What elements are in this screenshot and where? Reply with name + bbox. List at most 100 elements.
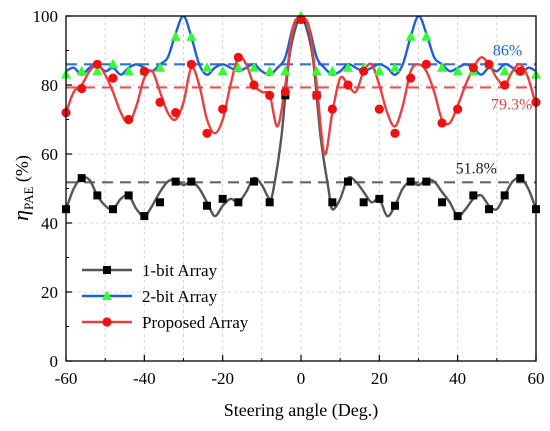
marker-square [359,198,368,207]
marker-circle [124,114,134,125]
marker-square [391,201,399,210]
y-tick-label: 80 [41,76,58,95]
marker-circle [343,80,353,90]
x-tick-label: -40 [133,369,156,388]
marker-square [234,198,243,207]
marker-square [250,177,258,186]
marker-circle [186,59,196,69]
marker-square [156,198,164,207]
marker-triangle [437,62,447,72]
marker-circle [265,90,275,100]
marker-triangle [92,65,103,76]
marker-circle [406,73,416,83]
marker-triangle [452,65,463,76]
x-tick-label: 60 [528,369,545,388]
marker-circle [280,87,290,97]
annotation-label: 51.8% [456,160,497,177]
marker-square [124,191,133,200]
marker-circle [500,80,510,90]
marker-square [103,266,111,274]
marker-circle [421,59,431,69]
x-tick-label: 20 [371,369,388,388]
y-axis-subscript: PAE [21,187,36,210]
marker-circle [437,118,447,128]
marker-circle [374,104,384,114]
marker-square [171,177,180,186]
legend: 1-bit Array 2-bit Array Proposed Array [82,261,249,332]
marker-square [344,177,352,186]
marker-triangle [123,65,134,76]
y-tick-label: 100 [33,7,59,26]
marker-circle [171,108,181,118]
annotations: 86% 79.3% 51.8% [456,42,533,177]
marker-square [187,177,196,186]
legend-label: 2-bit Array [142,287,218,306]
x-tick-label: -20 [211,369,234,388]
marker-triangle [311,65,322,76]
marker-square [469,191,478,200]
marker-circle [92,59,102,69]
marker-triangle [499,65,510,76]
marker-square [485,205,493,214]
y-axis-unit: (%) [12,155,33,186]
axis-ticks: -60 -40 -20 0 20 40 60 0 20 40 60 80 100 [33,7,545,388]
marker-circle [359,66,369,76]
y-tick-label: 20 [41,283,58,302]
marker-circle [390,128,400,138]
grid [66,16,536,361]
marker-circle [139,66,149,76]
marker-triangle [249,62,259,72]
marker-circle [108,73,118,83]
marker-triangle [108,58,118,69]
marker-triangle [343,62,353,72]
legend-label: Proposed Array [142,313,249,332]
marker-circle [77,83,87,94]
marker-circle [218,104,228,114]
marker-triangle [264,65,275,76]
marker-square [406,177,415,186]
x-tick-label: 0 [297,369,306,388]
marker-triangle [233,62,244,72]
marker-triangle [390,62,400,72]
annotation-label: 79.3% [491,96,532,113]
y-axis-symbol: η [8,210,33,221]
marker-square [453,212,462,221]
y-tick-label: 60 [41,145,58,164]
marker-circle [296,14,306,25]
y-axis-title: ηPAE (%) [8,155,36,221]
marker-square [422,177,431,186]
plot-background [66,16,536,361]
marker-circle [102,317,112,327]
marker-square [140,212,149,221]
marker-circle [249,80,259,90]
marker-square [77,174,86,183]
marker-square [438,198,446,207]
marker-triangle [374,65,385,76]
y-tick-label: 0 [50,352,59,371]
marker-circle [468,63,478,73]
marker-square [218,194,227,203]
marker-triangle [217,65,228,76]
marker-square [203,201,211,210]
marker-square [109,205,117,214]
marker-triangle [155,62,165,72]
marker-square [375,194,384,203]
legend-label: 1-bit Array [142,261,218,280]
marker-triangle [202,62,212,72]
marker-triangle [76,65,87,76]
average-lines [66,63,536,184]
series-markers [61,10,541,221]
marker-triangle [327,65,338,76]
annotation-label: 86% [493,42,522,59]
x-axis-title: Steering angle (Deg.) [224,400,378,421]
marker-square [265,198,274,207]
marker-triangle [405,31,416,41]
marker-triangle [170,31,181,41]
marker-triangle [421,31,432,41]
marker-circle [327,104,337,114]
marker-circle [484,59,494,69]
marker-square [93,191,102,200]
marker-circle [155,97,165,107]
marker-circle [312,90,322,100]
